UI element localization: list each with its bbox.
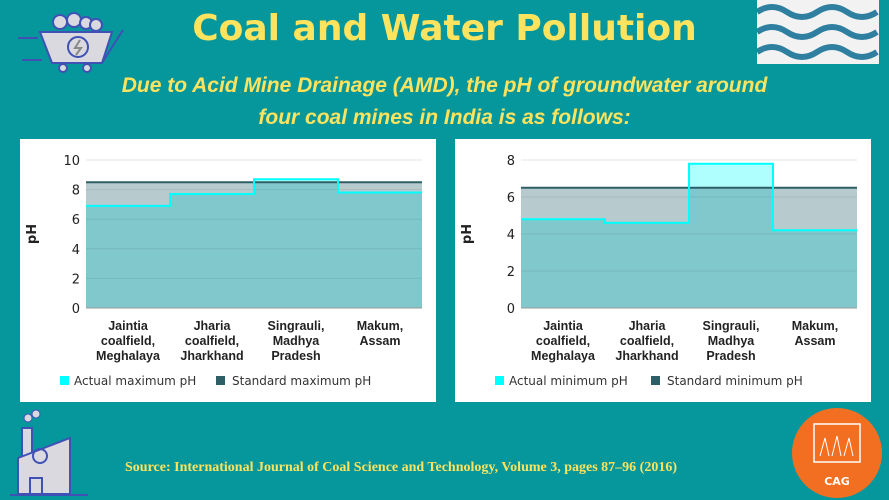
chart-panel-minimum: 0 2 4 6 8 pH Jaintia coalfield, Meghalaya Jharia c… [455, 139, 871, 402]
x-tick-label: Jharia [629, 319, 667, 333]
y-tick-label: 2 [72, 272, 80, 287]
x-tick-label: coalfield, [620, 334, 674, 348]
x-tick-label: Meghalaya [531, 349, 596, 363]
actual-bar [254, 182, 338, 308]
actual-step-line [521, 162, 857, 232]
y-tick-label: 6 [507, 191, 515, 206]
x-tick-label: Jharkhand [180, 349, 243, 363]
actual-bar [773, 230, 857, 308]
actual-bar [86, 205, 170, 308]
x-tick-label: Makum, [792, 319, 839, 333]
logo-text: CAG [824, 475, 850, 488]
y-tick-label: 6 [72, 213, 80, 228]
x-tick-label: Meghalaya [96, 349, 161, 363]
factory-icon [10, 409, 88, 496]
subtitle: Due to Acid Mine Drainage (AMD), the pH … [20, 70, 869, 134]
y-tick-label: 2 [507, 265, 515, 280]
actual-bar-above-standard [254, 179, 338, 183]
actual-bar [170, 194, 254, 308]
page-title: Coal and Water Pollution [192, 8, 697, 49]
subtitle-line-1: Due to Acid Mine Drainage (AMD), the pH … [121, 74, 768, 97]
y-tick-label: 0 [72, 302, 80, 317]
x-tick-label: Singrauli, [703, 319, 760, 333]
x-tick-label: Jharia [194, 319, 232, 333]
legend-label-standard: Standard maximum pH [232, 374, 371, 388]
x-tick-label: Jharkhand [615, 349, 678, 363]
x-tick-label: Makum, [357, 319, 404, 333]
x-tick-label: Assam [360, 334, 401, 348]
y-tick-label: 0 [507, 302, 515, 317]
x-tick-label: Madhya [273, 334, 321, 348]
legend-swatch-standard [216, 376, 225, 385]
coal-cart-icon [18, 12, 124, 73]
legend-swatch-actual [495, 376, 504, 385]
x-tick-label: Madhya [708, 334, 756, 348]
x-tick-label: coalfield, [101, 334, 155, 348]
x-tick-label: Pradesh [706, 349, 755, 363]
source-citation: Source: International Journal of Coal Sc… [125, 460, 678, 475]
y-tick-label: 8 [507, 154, 515, 169]
x-tick-label: Jaintia [108, 319, 149, 333]
actual-bar [605, 222, 689, 308]
actual-bar [338, 192, 422, 308]
y-tick-label: 10 [63, 154, 80, 169]
subtitle-line-2: four coal mines in India is as follows: [258, 106, 631, 129]
legend-swatch-standard [651, 376, 660, 385]
x-tick-label: Jaintia [543, 319, 584, 333]
x-tick-label: Assam [795, 334, 836, 348]
x-tick-label: Singrauli, [268, 319, 325, 333]
x-tick-label: coalfield, [185, 334, 239, 348]
waves-icon [757, 0, 879, 64]
x-tick-label: coalfield, [536, 334, 590, 348]
y-tick-label: 4 [72, 243, 80, 258]
actual-bar [689, 187, 773, 308]
y-axis-label: pH [25, 224, 40, 244]
legend-label-actual: Actual minimum pH [509, 374, 628, 388]
y-tick-label: 4 [507, 228, 515, 243]
legend-label-standard: Standard minimum pH [667, 374, 803, 388]
cag-logo: CAG [792, 408, 882, 498]
chart-panel-maximum: 0 2 4 6 8 10 pH Jaintia coalfield, Meghalaya Jhari… [20, 139, 436, 402]
y-tick-label: 8 [72, 184, 80, 199]
y-axis-label: pH [460, 224, 475, 244]
actual-step-line [86, 178, 422, 207]
actual-bar [521, 219, 605, 308]
legend-swatch-actual [60, 376, 69, 385]
actual-bar-above-standard [689, 163, 773, 188]
legend-label-actual: Actual maximum pH [74, 374, 196, 388]
x-tick-label: Pradesh [271, 349, 320, 363]
